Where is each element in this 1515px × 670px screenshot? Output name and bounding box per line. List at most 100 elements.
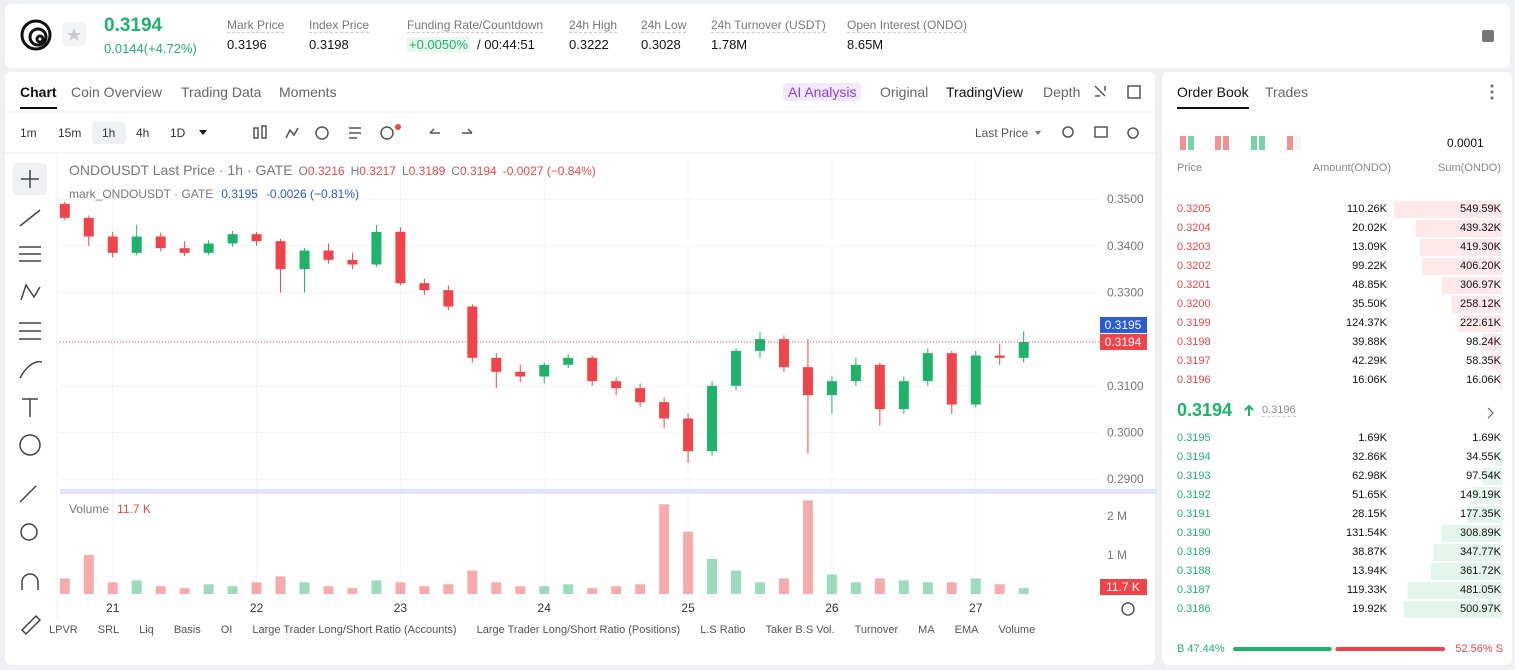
depth-bar xyxy=(1495,449,1502,466)
candle-body xyxy=(491,357,502,372)
stat-label: Mark Price xyxy=(227,18,285,33)
layout-icon xyxy=(1251,136,1257,150)
volume-bar xyxy=(1018,588,1029,594)
volume-bar xyxy=(491,582,502,594)
countdown: / 00:44:51 xyxy=(477,37,535,52)
price-source[interactable]: Last Price xyxy=(975,126,1029,140)
toolbar-icons[interactable] xyxy=(253,85,1141,616)
indicator[interactable]: OI xyxy=(220,624,233,636)
candle-body xyxy=(970,355,981,405)
drawing-tools[interactable] xyxy=(13,163,47,636)
candle-body xyxy=(131,236,142,253)
y-tick-label: 0.2900 xyxy=(1107,472,1144,486)
logo xyxy=(20,19,52,51)
volume-bar xyxy=(371,580,382,594)
indicator[interactable]: Basis xyxy=(173,624,201,636)
candle-body xyxy=(227,234,238,244)
ohlc-label: H xyxy=(350,164,360,178)
x-tick-label: 22 xyxy=(250,601,264,615)
interval[interactable]: 4h xyxy=(136,126,150,140)
menu-icon[interactable] xyxy=(1482,30,1494,42)
indicator[interactable]: Taker B.S Vol. xyxy=(765,624,835,636)
ob-amount: 42.29K xyxy=(1352,355,1387,367)
candle-body xyxy=(59,203,70,218)
stat-label: 24h Turnover (USDT) xyxy=(711,18,826,33)
volume-bar xyxy=(850,582,861,594)
ob-price: 0.3188 xyxy=(1177,565,1211,577)
interval[interactable]: 1m xyxy=(20,126,37,140)
candle-body xyxy=(371,231,382,265)
candle-body xyxy=(515,371,526,377)
ob-amount: 28.15K xyxy=(1352,508,1387,520)
view-tab[interactable]: AI Analysis xyxy=(783,83,862,101)
candle-body xyxy=(467,306,478,358)
y-tick-label: 0.3100 xyxy=(1107,379,1144,393)
depth-bar xyxy=(1441,277,1502,294)
tab[interactable]: Trading Data xyxy=(181,84,262,100)
volume-bar xyxy=(587,588,598,594)
candle-body xyxy=(395,231,406,284)
view-tab[interactable]: Original xyxy=(880,84,929,100)
indicator[interactable]: MA xyxy=(918,624,935,636)
ob-sum: 419.30K xyxy=(1460,241,1501,253)
ob-price: 0.3196 xyxy=(1177,374,1211,386)
indicator[interactable]: Volume xyxy=(998,624,1036,636)
depth-bar xyxy=(1419,239,1502,256)
ob-amount: 62.98K xyxy=(1352,470,1387,482)
volume-bar xyxy=(731,570,742,594)
last-volume-tag xyxy=(1100,579,1147,595)
indicator[interactable]: Large Trader Long/Short Ratio (Positions… xyxy=(476,624,681,636)
volume-bar xyxy=(467,570,478,594)
tab[interactable]: Chart xyxy=(20,84,57,109)
ob-amount: 13.09K xyxy=(1352,241,1387,253)
interval-selected xyxy=(92,122,126,144)
volume-bar xyxy=(946,582,957,594)
ob-tab[interactable]: Order Book xyxy=(1177,84,1249,109)
ohlc-label: L xyxy=(401,164,409,178)
candle-body xyxy=(347,259,358,265)
tab[interactable]: Moments xyxy=(279,84,337,100)
interval[interactable]: 15m xyxy=(58,126,82,140)
ohlc-value: 0.3189 xyxy=(408,164,446,178)
volume-bar xyxy=(754,582,765,594)
volume-tick-label: 2 M xyxy=(1107,509,1127,523)
ob-tab[interactable]: Trades xyxy=(1265,84,1309,100)
ob-price: 0.3194 xyxy=(1177,451,1211,463)
candle-body xyxy=(707,385,718,452)
candle-body xyxy=(659,402,670,419)
ob-sum: 347.77K xyxy=(1460,546,1501,558)
interval[interactable]: 1h xyxy=(102,126,116,140)
layout-icon xyxy=(1287,136,1293,150)
indicator[interactable]: Turnover xyxy=(854,624,899,636)
indicator[interactable]: EMA xyxy=(954,624,979,636)
indicator[interactable]: L.S Ratio xyxy=(700,624,746,636)
ob-price: 0.3195 xyxy=(1177,432,1211,444)
x-tick-label: 26 xyxy=(825,601,839,615)
ob-icons[interactable] xyxy=(1487,84,1494,419)
dropdown-arrow[interactable] xyxy=(1035,131,1041,135)
indicator[interactable]: Liq xyxy=(139,624,154,636)
mark-symbol: mark_ONDOUSDT · GATE xyxy=(69,187,214,201)
stat-value: 0.3222 xyxy=(569,37,609,52)
badge xyxy=(395,124,401,130)
volume-bar xyxy=(683,531,694,594)
ob-price: 0.3186 xyxy=(1177,603,1211,615)
depth-bar xyxy=(1441,525,1502,542)
dropdown-arrow[interactable] xyxy=(199,130,207,135)
view-tab[interactable]: Depth xyxy=(1043,84,1081,100)
stat-label: 24h High xyxy=(569,18,618,33)
indicator[interactable]: LPVR xyxy=(49,624,78,636)
volume-bar xyxy=(970,578,981,594)
candle-body xyxy=(754,339,765,351)
indicator[interactable]: Large Trader Long/Short Ratio (Accounts) xyxy=(252,624,457,636)
ob-column: Amount(ONDO) xyxy=(1312,162,1391,174)
x-tick-label: 21 xyxy=(106,601,120,615)
ob-price: 0.3203 xyxy=(1177,241,1211,253)
ob-sum: 149.19K xyxy=(1460,489,1501,501)
precision[interactable]: 0.0001 xyxy=(1447,136,1484,150)
indicator[interactable]: SRL xyxy=(97,624,120,636)
depth-bar xyxy=(1490,353,1502,370)
view-tab[interactable]: TradingView xyxy=(946,84,1024,100)
tab[interactable]: Coin Overview xyxy=(71,84,163,100)
interval[interactable]: 1D xyxy=(170,126,186,140)
